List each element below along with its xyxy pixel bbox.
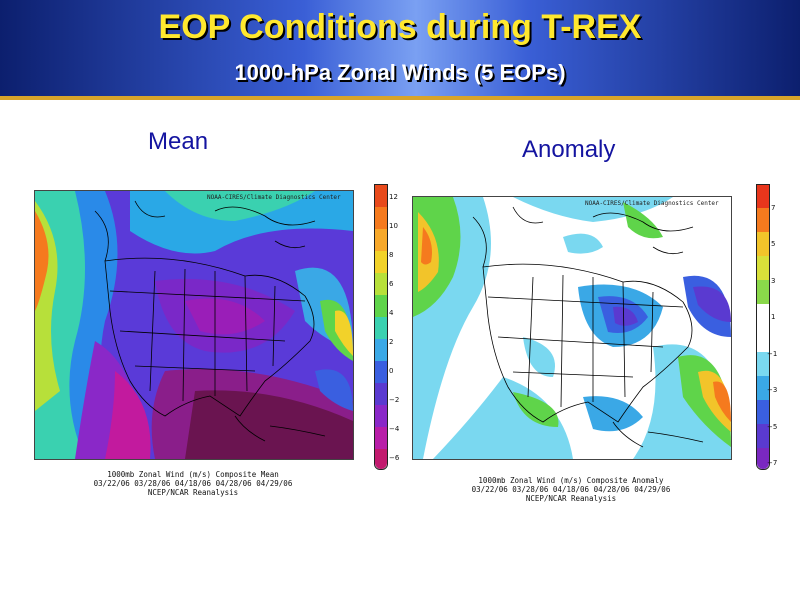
anomaly-colorbar-label: −1 [767,350,778,358]
slide-subtitle: 1000-hPa Zonal Winds (5 EOPs) [234,60,566,85]
mean-colorbar-label: −2 [389,396,400,404]
anomaly-wind-map: NOAA-CIRES/Climate Diagnostics Center [412,196,732,460]
mean-colorbar-label: 10 [389,222,398,230]
mean-colorbar-label: 8 [389,251,394,259]
anomaly-colorbar-label: −7 [767,459,778,467]
mean-colorbar [374,184,388,470]
mean-colorbar-label: 12 [389,193,398,201]
mean-wind-map: NOAA-CIRES/Climate Diagnostics Center [34,190,354,460]
anomaly-colorbar-label: 3 [771,277,776,285]
mean-colorbar-label: 0 [389,367,394,375]
mean-wind-field [35,191,353,459]
mean-map-caption: 1000mb Zonal Wind (m/s) Composite Mean 0… [34,470,352,497]
anomaly-colorbar-label: −5 [767,423,778,431]
mean-caption-title: 1000mb Zonal Wind (m/s) Composite Mean [107,470,279,479]
mean-map-credit: NOAA-CIRES/Climate Diagnostics Center [207,194,341,201]
mean-colorbar-label: 6 [389,280,394,288]
mean-colorbar-label: −6 [389,454,400,462]
mean-caption-dates: 03/22/06 03/28/06 04/18/06 04/28/06 04/2… [93,479,293,488]
anomaly-wind-field [413,197,731,459]
anomaly-colorbar-label: 7 [771,204,776,212]
anomaly-panel-label: Anomaly [522,136,616,163]
mean-colorbar-label: 2 [389,338,394,346]
slide-title: EOP Conditions during T-REX [158,8,642,46]
anomaly-caption-source: NCEP/NCAR Reanalysis [525,494,617,503]
title-banner [0,0,800,96]
anomaly-colorbar [756,184,770,470]
anomaly-map-caption: 1000mb Zonal Wind (m/s) Composite Anomal… [412,476,730,503]
anomaly-map-credit: NOAA-CIRES/Climate Diagnostics Center [585,200,719,207]
anomaly-colorbar-label: 5 [771,240,776,248]
title-divider [0,96,800,100]
anomaly-colorbar-label: −3 [767,386,778,394]
mean-colorbar-label: −4 [389,425,400,433]
mean-caption-source: NCEP/NCAR Reanalysis [147,488,239,497]
mean-colorbar-label: 4 [389,309,394,317]
anomaly-colorbar-label: 1 [771,313,776,321]
mean-panel-label: Mean [148,128,209,155]
anomaly-caption-dates: 03/22/06 03/28/06 04/18/06 04/28/06 04/2… [471,485,671,494]
anomaly-caption-title: 1000mb Zonal Wind (m/s) Composite Anomal… [478,476,664,485]
